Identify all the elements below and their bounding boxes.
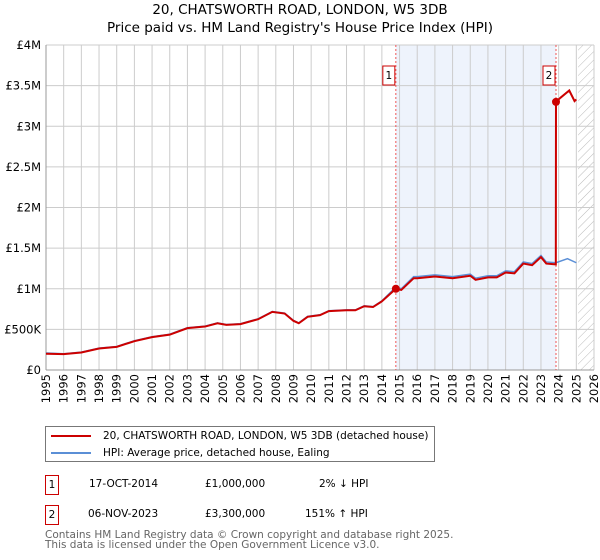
x-tick-label: 2011 <box>322 374 336 403</box>
x-tick-label: 2013 <box>357 374 371 403</box>
plot-area: 1995 1996 1997 1998 1999 2000 2001 2002 2003 2004… <box>4 38 600 403</box>
x-tick-label: 1998 <box>92 374 106 403</box>
x-tick-label: 2016 <box>410 374 424 403</box>
x-tick-label: 2007 <box>251 374 265 403</box>
transaction-price: £3,300,000 <box>205 508 266 520</box>
sale-label: 1 <box>385 70 392 82</box>
sale-point <box>551 97 560 106</box>
y-tick-label: £500K <box>4 322 41 336</box>
legend-swatch <box>51 452 91 454</box>
x-tick-label: 2018 <box>446 374 460 403</box>
x-tick-label: 2015 <box>393 374 407 403</box>
legend: 20, CHATSWORTH ROAD, LONDON, W5 3DB (det… <box>45 426 435 462</box>
x-tick-label: 2009 <box>286 374 300 403</box>
x-tick-label: 2020 <box>481 374 495 403</box>
transaction-hpi: 2% ↓ HPI <box>319 478 369 490</box>
legend-label: HPI: Average price, detached house, Eali… <box>103 447 330 459</box>
x-tick-label: 1997 <box>74 374 88 403</box>
y-tick-label: £1.5M <box>5 241 41 255</box>
sale-label-box <box>542 65 556 86</box>
x-tick-label: 2000 <box>127 374 141 403</box>
x-tick-label: 2019 <box>463 374 477 403</box>
x-tick-label: 1995 <box>39 374 53 403</box>
y-tick-label: £1M <box>16 282 41 296</box>
x-tick-label: 2017 <box>428 374 442 403</box>
x-tick-label: 2022 <box>516 374 530 403</box>
transaction-date: 17-OCT-2014 <box>89 478 158 490</box>
sale-point <box>391 284 400 293</box>
x-tick-label: 2006 <box>233 374 247 403</box>
footer: Contains HM Land Registry data © Crown c… <box>45 529 454 551</box>
x-tick-label: 1999 <box>110 374 124 403</box>
chart-title: 20, CHATSWORTH ROAD, LONDON, W5 3DB <box>152 2 448 18</box>
x-tick-label: 2004 <box>198 374 212 403</box>
legend-label: 20, CHATSWORTH ROAD, LONDON, W5 3DB (det… <box>103 430 429 442</box>
x-tick-label: 2001 <box>145 374 159 403</box>
y-tick-label: £3M <box>16 119 41 133</box>
transaction-badge: 2 <box>45 505 59 525</box>
x-tick-label: 2008 <box>269 374 283 403</box>
x-tick-label: 2024 <box>552 374 566 403</box>
transaction-row: 1 17-OCT-2014 £1,000,000 2% ↓ HPI <box>45 475 465 495</box>
x-tick-label: 2021 <box>499 374 513 403</box>
x-tick-label: 2014 <box>375 374 389 403</box>
transaction-date: 06-NOV-2023 <box>88 508 159 520</box>
x-tick-label: 2023 <box>534 374 548 403</box>
footer-line: Contains HM Land Registry data © Crown c… <box>45 529 454 541</box>
chart-subtitle: Price paid vs. HM Land Registry's House … <box>107 20 493 36</box>
y-tick-label: £2.5M <box>5 160 41 174</box>
x-tick-label: 2012 <box>340 374 354 403</box>
y-tick-label: £4M <box>16 38 41 52</box>
sale-label: 2 <box>546 70 553 82</box>
transaction-hpi: 151% ↑ HPI <box>305 508 368 520</box>
footer-line: This data is licensed under the Open Gov… <box>45 539 380 551</box>
x-tick-label: 2005 <box>216 374 230 403</box>
legend-swatch <box>51 435 91 437</box>
property-price-line <box>45 88 577 356</box>
x-tick-label: 2003 <box>180 374 194 403</box>
y-tick-label: £0 <box>26 363 41 377</box>
transaction-badge: 1 <box>45 475 59 495</box>
legend-item-property: 20, CHATSWORTH ROAD, LONDON, W5 3DB (det… <box>46 428 428 444</box>
legend-item-hpi: HPI: Average price, detached house, Eali… <box>46 445 330 461</box>
transaction-row: 2 06-NOV-2023 £3,300,000 151% ↑ HPI <box>45 505 465 525</box>
x-tick-label: 2002 <box>163 374 177 403</box>
y-tick-label: £2M <box>16 201 41 215</box>
transaction-price: £1,000,000 <box>205 478 266 490</box>
x-tick-label: 1996 <box>57 374 71 403</box>
x-tick-label: 2010 <box>304 374 318 403</box>
sale-label-box <box>382 65 396 86</box>
y-tick-label: £3.5M <box>5 79 41 93</box>
x-tick-label: 2026 <box>587 374 600 403</box>
x-tick-label: 2025 <box>569 374 583 403</box>
